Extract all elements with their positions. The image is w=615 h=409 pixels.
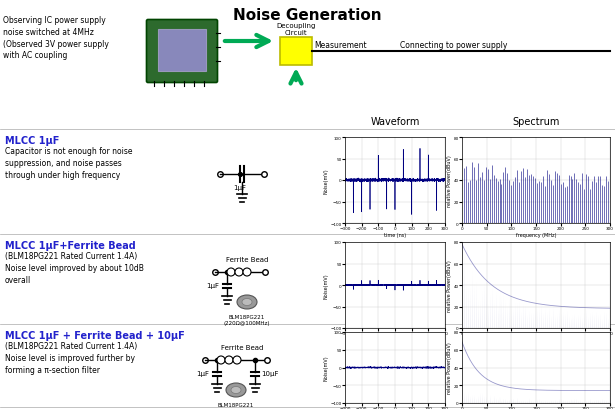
- Text: 1μF: 1μF: [196, 370, 209, 376]
- Ellipse shape: [242, 299, 252, 306]
- Text: 1μF: 1μF: [206, 282, 219, 288]
- Bar: [280, 38, 312, 66]
- Text: Measurement: Measurement: [314, 41, 367, 50]
- Ellipse shape: [226, 383, 246, 397]
- Text: Spectrum: Spectrum: [512, 117, 560, 127]
- Text: Connecting to power supply: Connecting to power supply: [400, 41, 507, 50]
- Text: MLCC 1μF: MLCC 1μF: [5, 136, 60, 146]
- Bar: [158, 30, 206, 72]
- Text: (BLM18PG221 Rated Current 1.4A)
Noise level improved by about 10dB
overall: (BLM18PG221 Rated Current 1.4A) Noise le…: [5, 252, 144, 284]
- Text: BLM18PG221
(220Ω@100MHz): BLM18PG221 (220Ω@100MHz): [224, 314, 270, 325]
- Text: Capacitor is not enough for noise
suppression, and noise passes
through under hi: Capacitor is not enough for noise suppre…: [5, 147, 132, 179]
- Circle shape: [235, 268, 243, 276]
- Text: Ferrite Bead: Ferrite Bead: [221, 344, 263, 350]
- Text: Decoupling
Circuit: Decoupling Circuit: [276, 23, 315, 36]
- Text: MLCC 1μF + Ferrite Bead + 10μF: MLCC 1μF + Ferrite Bead + 10μF: [5, 330, 184, 340]
- Ellipse shape: [231, 387, 241, 393]
- Text: Waveform: Waveform: [370, 117, 419, 127]
- Text: BLM18PG221
(220Ω@100MHz): BLM18PG221 (220Ω@100MHz): [213, 402, 260, 409]
- Circle shape: [243, 268, 251, 276]
- Text: Observing IC power supply
noise switched at 4MHz
(Observed 3V power supply
with : Observing IC power supply noise switched…: [3, 16, 109, 60]
- Text: MLCC 1μF+Ferrite Bead: MLCC 1μF+Ferrite Bead: [5, 240, 136, 250]
- Circle shape: [233, 356, 241, 364]
- Text: Ferrite Bead: Ferrite Bead: [226, 256, 268, 262]
- Text: 1μF: 1μF: [233, 184, 246, 191]
- Text: Noise Generation: Noise Generation: [232, 8, 381, 23]
- Ellipse shape: [237, 295, 257, 309]
- Text: 10μF: 10μF: [261, 370, 279, 376]
- Circle shape: [227, 268, 235, 276]
- Circle shape: [225, 356, 233, 364]
- FancyBboxPatch shape: [146, 20, 218, 83]
- Circle shape: [217, 356, 225, 364]
- Text: (BLM18PG221 Rated Current 1.4A)
Noise level is improved further by
forming a π-s: (BLM18PG221 Rated Current 1.4A) Noise le…: [5, 341, 137, 374]
